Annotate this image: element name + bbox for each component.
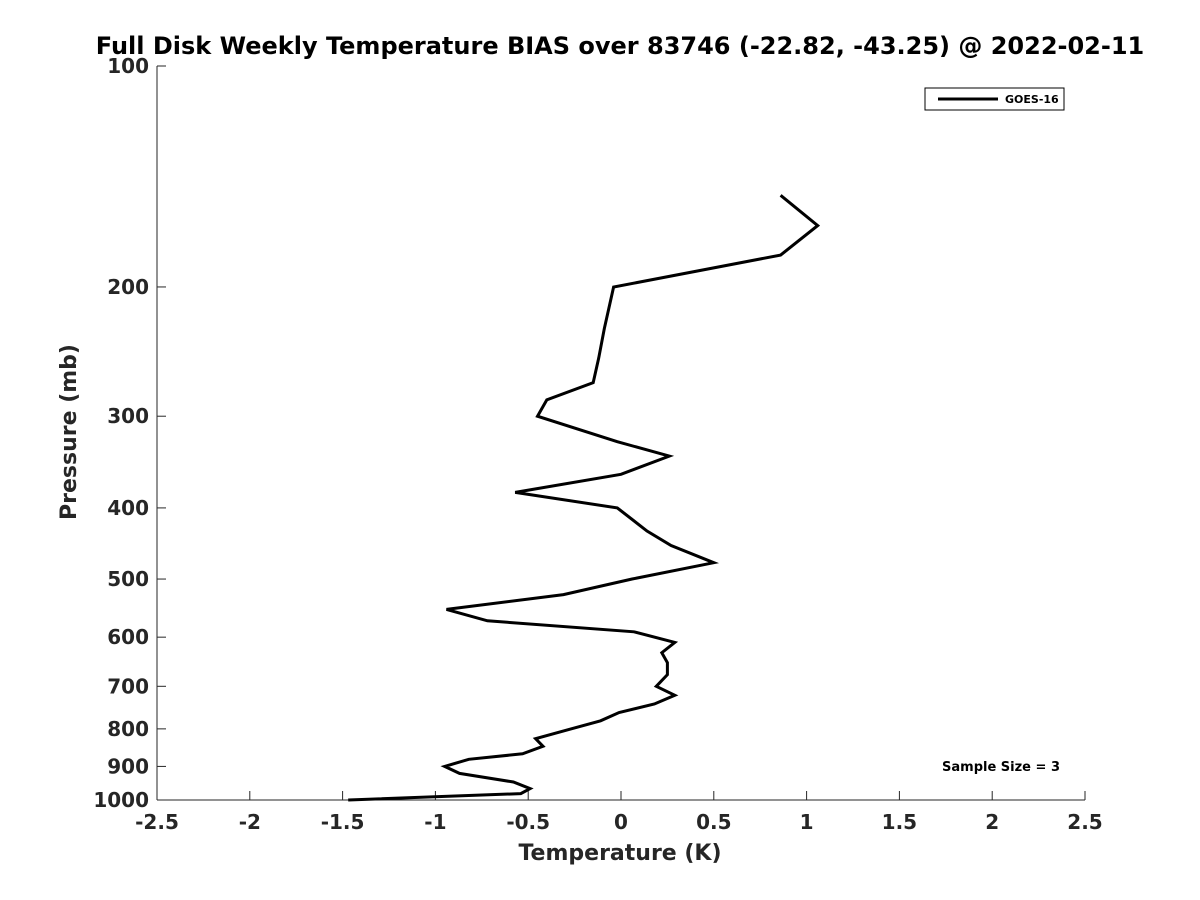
- x-tick-label: 1.5: [882, 810, 917, 834]
- y-tick-label: 100: [107, 54, 149, 78]
- y-tick-label: 500: [107, 567, 149, 591]
- x-tick-label: -0.5: [506, 810, 550, 834]
- x-tick-label: -1: [424, 810, 446, 834]
- sample-size-annotation: Sample Size = 3: [942, 760, 1060, 775]
- x-tick-label: -2.5: [135, 810, 179, 834]
- x-tick-label: -2: [239, 810, 261, 834]
- series-line-goes-16: [348, 194, 821, 802]
- x-axis-label: Temperature (K): [518, 841, 721, 866]
- y-tick-label: 800: [107, 717, 149, 741]
- y-axis-label: Pressure (mb): [57, 344, 82, 520]
- series-group: [348, 194, 821, 802]
- y-tick-label: 1000: [93, 788, 149, 812]
- x-tick-label: 0: [614, 810, 628, 834]
- axis-ticks: -2.5 -2 -1.5 -1 -0.5 0 0.5 1 1.5 2 2.5 100 200 300 400…: [93, 54, 1102, 834]
- x-tick-label: 0.5: [696, 810, 731, 834]
- y-tick-label: 300: [107, 404, 149, 428]
- legend-label-goes-16: GOES-16: [1005, 93, 1059, 106]
- x-tick-label: 1: [800, 810, 814, 834]
- x-tick-label: 2.5: [1067, 810, 1102, 834]
- chart-title: Full Disk Weekly Temperature BIAS over 8…: [96, 32, 1144, 60]
- x-tick-label: -1.5: [321, 810, 365, 834]
- plot-area: [156, 66, 1085, 801]
- y-tick-label: 700: [107, 674, 149, 698]
- y-tick-label: 400: [107, 496, 149, 520]
- y-tick-label: 200: [107, 275, 149, 299]
- y-tick-label: 600: [107, 625, 149, 649]
- y-tick-label: 900: [107, 754, 149, 778]
- x-tick-label: 2: [985, 810, 999, 834]
- legend: GOES-16: [924, 87, 1065, 111]
